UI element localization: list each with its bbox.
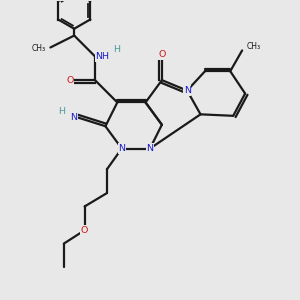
Text: H: H — [58, 107, 65, 116]
Text: O: O — [81, 226, 88, 235]
Text: N: N — [118, 144, 125, 153]
Text: CH₃: CH₃ — [247, 42, 261, 51]
Text: N: N — [184, 86, 191, 95]
Text: H: H — [113, 45, 120, 54]
Text: NH: NH — [95, 52, 110, 61]
Text: N: N — [70, 113, 77, 122]
Text: O: O — [158, 50, 166, 59]
Text: N: N — [146, 144, 154, 153]
Text: CH₃: CH₃ — [32, 44, 46, 53]
Text: O: O — [66, 76, 74, 85]
